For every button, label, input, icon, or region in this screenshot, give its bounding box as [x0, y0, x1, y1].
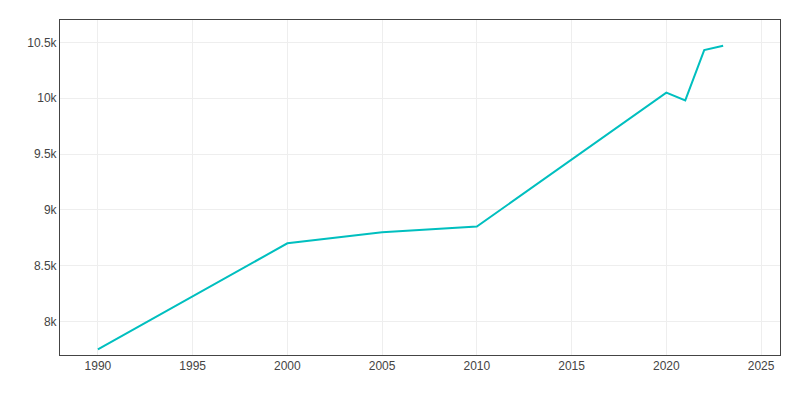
svg-text:8k: 8k: [44, 315, 58, 329]
svg-text:8.5k: 8.5k: [34, 259, 58, 273]
svg-text:10k: 10k: [37, 91, 57, 105]
svg-text:2025: 2025: [748, 359, 775, 373]
svg-text:9.5k: 9.5k: [34, 147, 58, 161]
svg-text:1995: 1995: [179, 359, 206, 373]
svg-text:2000: 2000: [274, 359, 301, 373]
svg-text:2010: 2010: [463, 359, 490, 373]
svg-text:2005: 2005: [369, 359, 396, 373]
svg-text:2020: 2020: [653, 359, 680, 373]
svg-text:10.5k: 10.5k: [27, 36, 57, 50]
svg-text:2015: 2015: [558, 359, 585, 373]
svg-text:9k: 9k: [44, 203, 58, 217]
svg-text:1990: 1990: [85, 359, 112, 373]
